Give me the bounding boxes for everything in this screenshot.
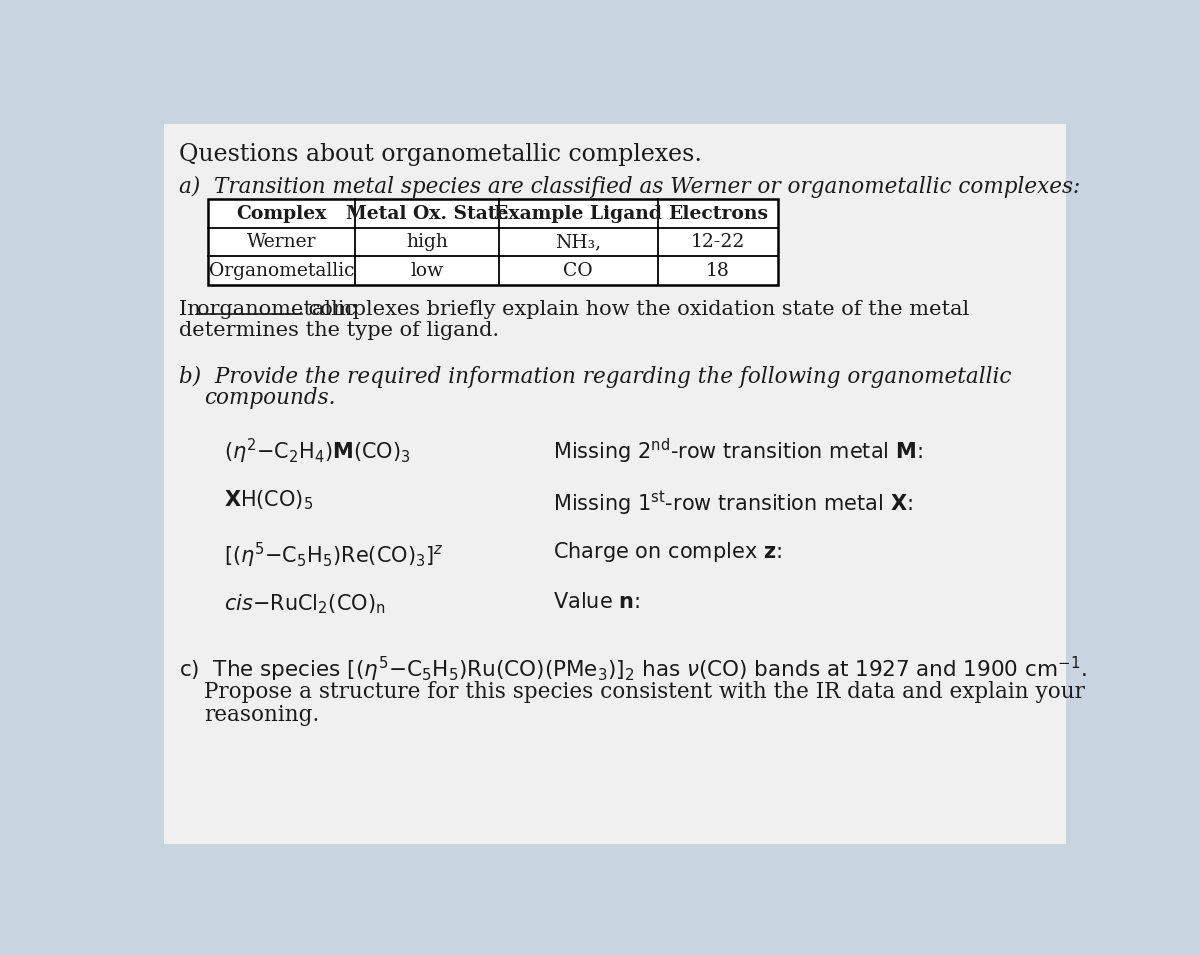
Text: 12-22: 12-22 [690,233,745,251]
Text: CO: CO [563,262,593,280]
Text: compounds.: compounds. [204,387,336,409]
Text: high: high [406,233,448,251]
Text: reasoning.: reasoning. [204,705,319,727]
Text: Missing $1^{\rm st}$-row transition metal $\mathbf{X}$:: Missing $1^{\rm st}$-row transition meta… [553,489,913,518]
Text: a)  Transition metal species are classified as Werner or organometallic complexe: a) Transition metal species are classifi… [180,176,1081,198]
Text: Complex: Complex [236,204,326,223]
Text: $\mathbf{X}\mathrm{H(CO)_5}$: $\mathbf{X}\mathrm{H(CO)_5}$ [223,489,313,513]
Text: Organometallic: Organometallic [209,262,354,280]
Text: Propose a structure for this species consistent with the IR data and explain you: Propose a structure for this species con… [204,681,1085,703]
Text: Charge on complex $\mathbf{z}$:: Charge on complex $\mathbf{z}$: [553,541,781,564]
Text: b)  Provide the required information regarding the following organometallic: b) Provide the required information rega… [180,366,1012,388]
Text: Electrons: Electrons [667,204,768,223]
Bar [208,200,778,285]
Text: organometallic: organometallic [197,300,355,319]
Text: Value $\mathbf{n}$:: Value $\mathbf{n}$: [553,592,640,612]
Text: $(\eta^2\mathrm{-C_2H_4})\mathbf{M}\mathrm{(CO)_3}$: $(\eta^2\mathrm{-C_2H_4})\mathbf{M}\math… [223,437,410,466]
Text: determines the type of ligand.: determines the type of ligand. [180,321,499,340]
Text: Metal Ox. State: Metal Ox. State [346,204,509,223]
Text: NH₃,: NH₃, [556,233,601,251]
Text: Example Ligand: Example Ligand [494,204,662,223]
Text: c)  The species $[(\eta^5\mathrm{-C_5H_5})\mathrm{Ru(CO)(PMe_3)}]_2$ has $\nu\ma: c) The species $[(\eta^5\mathrm{-C_5H_5}… [180,655,1087,685]
Text: low: low [410,262,444,280]
Text: Werner: Werner [247,233,317,251]
Text: In: In [180,300,208,319]
Text: 18: 18 [706,262,730,280]
Text: complexes briefly explain how the oxidation state of the metal: complexes briefly explain how the oxidat… [302,300,970,319]
Text: Missing $2^{\rm nd}$-row transition metal $\mathbf{M}$:: Missing $2^{\rm nd}$-row transition meta… [553,437,923,466]
Text: $[(\eta^5\mathrm{-C_5H_5})\mathrm{Re(CO)_3}]^z$: $[(\eta^5\mathrm{-C_5H_5})\mathrm{Re(CO)… [223,541,443,569]
Text: $\mathit{cis}\mathrm{-RuCl_2(CO)_n}$: $\mathit{cis}\mathrm{-RuCl_2(CO)_n}$ [223,592,385,616]
Text: Questions about organometallic complexes.: Questions about organometallic complexes… [180,143,702,166]
